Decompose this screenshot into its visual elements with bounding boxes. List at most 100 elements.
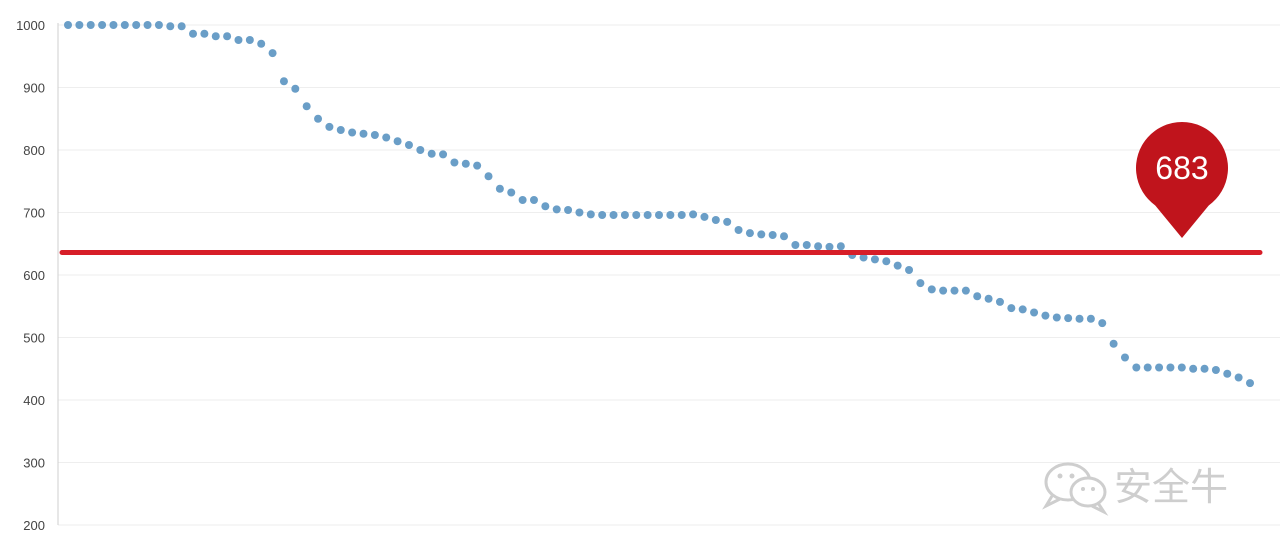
- y-tick-labels: 200 300 400 500 600 700 800 900 1000: [16, 18, 45, 533]
- data-point: [314, 114, 323, 123]
- data-point: [984, 294, 993, 303]
- data-point: [882, 257, 891, 266]
- data-point: [143, 21, 152, 29]
- y-tick-label: 400: [23, 393, 45, 408]
- data-point: [609, 211, 618, 219]
- data-point: [427, 149, 436, 158]
- data-point: [200, 29, 209, 38]
- data-point: [1155, 363, 1164, 372]
- data-point: [189, 29, 198, 38]
- data-point: [404, 141, 413, 149]
- y-tick-label: 700: [23, 206, 45, 221]
- data-point: [939, 286, 948, 295]
- data-point: [1234, 373, 1243, 382]
- watermark-text: 安全牛: [1114, 465, 1228, 509]
- data-point: [461, 159, 470, 168]
- data-point: [995, 297, 1004, 306]
- data-point: [1030, 308, 1039, 317]
- data-point: [154, 21, 163, 29]
- data-point: [586, 210, 595, 219]
- data-point: [473, 161, 482, 170]
- data-point: [245, 36, 254, 44]
- y-tick-label: 900: [23, 81, 45, 96]
- data-point: [541, 202, 550, 211]
- data-point: [916, 279, 925, 288]
- y-tick-label: 800: [23, 143, 45, 158]
- data-point: [905, 266, 914, 274]
- data-point: [780, 232, 789, 241]
- pin-label: 683: [1155, 150, 1208, 186]
- data-point: [518, 196, 527, 204]
- data-point: [620, 211, 629, 219]
- data-point: [1018, 305, 1027, 314]
- data-point: [348, 128, 357, 137]
- data-point: [859, 253, 868, 262]
- data-point: [177, 22, 186, 31]
- data-point: [211, 32, 220, 41]
- data-point: [836, 242, 845, 251]
- data-point: [98, 21, 107, 29]
- y-tick-label: 1000: [16, 18, 45, 33]
- data-point: [223, 32, 232, 41]
- data-point: [893, 261, 902, 270]
- data-point: [1246, 379, 1254, 388]
- data-point: [643, 211, 652, 219]
- data-point: [450, 158, 459, 167]
- data-point: [166, 22, 175, 31]
- data-point: [257, 39, 266, 48]
- data-point: [1120, 353, 1129, 362]
- y-tick-label: 300: [23, 456, 45, 471]
- data-point: [973, 292, 982, 301]
- data-point: [484, 172, 493, 181]
- y-tick-label: 600: [23, 268, 45, 283]
- data-point: [495, 184, 504, 193]
- data-point: [359, 129, 368, 138]
- y-tick-label: 500: [23, 331, 45, 346]
- data-point: [370, 131, 379, 139]
- data-point: [1075, 314, 1084, 323]
- data-point: [723, 217, 732, 226]
- data-point: [950, 286, 959, 295]
- grid-lines: [58, 24, 1280, 526]
- data-point: [86, 21, 95, 29]
- data-point: [1132, 363, 1141, 372]
- value-pin-marker: 683: [1135, 122, 1229, 238]
- data-point: [382, 133, 391, 142]
- data-point: [1177, 363, 1186, 372]
- data-point: [1041, 311, 1050, 320]
- data-point: [132, 21, 141, 29]
- data-point: [870, 255, 879, 264]
- data-point: [802, 241, 811, 249]
- data-point: [1189, 364, 1198, 373]
- data-point: [700, 212, 709, 221]
- data-point: [234, 36, 243, 44]
- data-point: [393, 137, 402, 146]
- data-point: [507, 188, 516, 197]
- data-point: [529, 196, 538, 204]
- data-point: [711, 216, 720, 224]
- data-point: [1109, 339, 1118, 348]
- data-point: [1211, 366, 1220, 374]
- data-point: [677, 211, 686, 219]
- data-point: [666, 211, 675, 219]
- data-point: [64, 21, 72, 29]
- data-point: [1064, 314, 1073, 323]
- data-point: [825, 242, 834, 251]
- data-point: [1200, 364, 1209, 373]
- data-points: [64, 21, 1254, 388]
- data-point: [268, 49, 277, 58]
- data-point: [109, 21, 118, 29]
- data-point: [416, 146, 425, 154]
- data-point: [439, 150, 448, 159]
- data-point: [1143, 363, 1152, 372]
- wechat-icon: [1042, 462, 1109, 516]
- data-point: [1223, 369, 1232, 378]
- pin-shape: [1135, 122, 1229, 238]
- data-point: [1098, 319, 1107, 328]
- data-point: [120, 21, 129, 29]
- data-point: [336, 126, 345, 134]
- data-point: [655, 211, 663, 219]
- data-point: [552, 205, 561, 214]
- data-point: [927, 285, 936, 294]
